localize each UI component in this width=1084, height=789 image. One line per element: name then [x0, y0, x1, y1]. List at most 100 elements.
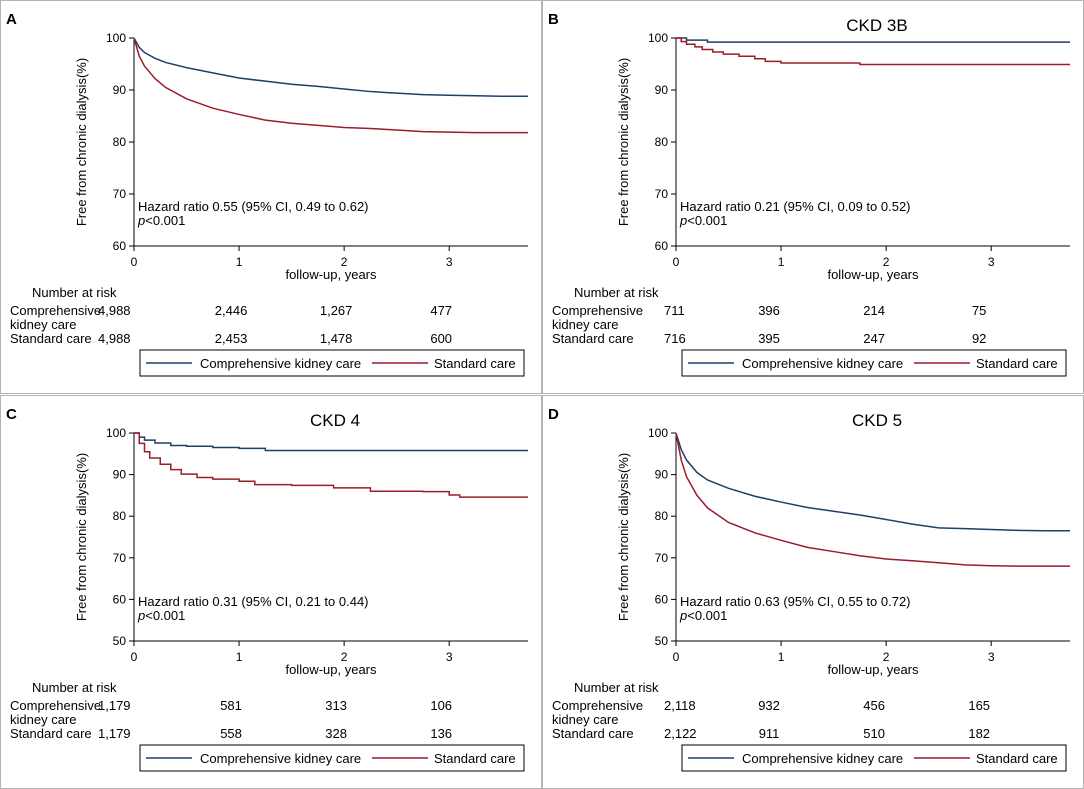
- risk-value-standard: 92: [972, 331, 986, 346]
- risk-value-comprehensive: 1,179: [98, 698, 131, 713]
- x-tick-label: 2: [341, 650, 348, 664]
- risk-value-comprehensive: 396: [758, 303, 780, 318]
- risk-value-standard: 558: [220, 726, 242, 741]
- y-tick-label: 90: [113, 83, 127, 97]
- risk-value-standard: 510: [863, 726, 885, 741]
- risk-value-standard: 328: [325, 726, 347, 741]
- x-tick-label: 1: [778, 255, 785, 269]
- risk-value-comprehensive: 581: [220, 698, 242, 713]
- y-tick-label: 90: [655, 468, 669, 482]
- comprehensive-kidney-care-line: [134, 432, 528, 452]
- legend-label-standard: Standard care: [434, 356, 516, 371]
- risk-value-standard: 247: [863, 331, 885, 346]
- comprehensive-kidney-care-line: [675, 432, 1070, 532]
- x-tick-label: 0: [131, 650, 138, 664]
- y-tick-label: 90: [113, 468, 127, 482]
- legend-label-standard: Standard care: [976, 751, 1058, 766]
- x-tick-label: 3: [988, 650, 995, 664]
- y-tick-label: 80: [655, 509, 669, 523]
- legend-box: [681, 349, 1067, 377]
- risk-value-standard: 4,988: [98, 331, 131, 346]
- risk-row-label-standard: Standard care: [10, 726, 92, 741]
- legend-label-comprehensive: Comprehensive kidney care: [200, 751, 361, 766]
- risk-row-label-comprehensive: Comprehensive: [10, 303, 101, 318]
- standard-care-line: [675, 432, 1070, 567]
- risk-value-standard: 2,453: [215, 331, 248, 346]
- risk-value-comprehensive: 2,446: [215, 303, 248, 318]
- legend-box: [139, 349, 525, 377]
- risk-value-comprehensive: 711: [664, 303, 685, 318]
- y-tick-label: 70: [655, 187, 669, 201]
- risk-value-standard: 2,122: [664, 726, 697, 741]
- x-tick-label: 3: [446, 650, 453, 664]
- risk-value-comprehensive: 2,118: [664, 698, 696, 713]
- x-axis-label: follow-up, years: [827, 662, 919, 677]
- y-tick-label: 70: [113, 551, 127, 565]
- x-axis-label: follow-up, years: [827, 267, 919, 282]
- p-value-annotation: p<0.001: [137, 608, 185, 623]
- y-tick-label: 100: [106, 31, 126, 45]
- legend-label-standard: Standard care: [976, 356, 1058, 371]
- legend-label-comprehensive: Comprehensive kidney care: [742, 751, 903, 766]
- risk-row-label-standard: Standard care: [10, 331, 92, 346]
- x-tick-label: 0: [673, 255, 680, 269]
- risk-value-comprehensive: 313: [325, 698, 347, 713]
- y-tick-label: 70: [655, 551, 669, 565]
- legend-label-comprehensive: Comprehensive kidney care: [742, 356, 903, 371]
- panel-letter: D: [548, 406, 559, 423]
- risk-value-comprehensive: 75: [972, 303, 986, 318]
- panel-letter: A: [6, 11, 17, 28]
- risk-value-comprehensive: 456: [863, 698, 885, 713]
- y-axis-label: Free from chronic dialysis(%): [616, 453, 631, 621]
- p-value-annotation: p<0.001: [679, 213, 727, 228]
- x-tick-label: 1: [778, 650, 785, 664]
- y-tick-label: 60: [655, 239, 669, 253]
- panel-D: D CKD 5 50 60 70 80 90 100 0 1 2 3 follow-up, years F…: [542, 395, 1084, 789]
- risk-value-standard: 911: [759, 726, 780, 741]
- risk-value-comprehensive: 106: [430, 698, 452, 713]
- x-tick-label: 0: [131, 255, 138, 269]
- y-tick-label: 60: [113, 239, 127, 253]
- risk-value-comprehensive: 477: [430, 303, 452, 318]
- risk-header: Number at risk: [574, 680, 659, 695]
- risk-row-label-comprehensive: Comprehensive: [552, 303, 643, 318]
- x-tick-label: 1: [236, 650, 243, 664]
- x-axis-label: follow-up, years: [285, 267, 377, 282]
- risk-value-standard: 182: [968, 726, 990, 741]
- chart-title: CKD 4: [310, 411, 360, 430]
- risk-header: Number at risk: [32, 285, 117, 300]
- chart-title: CKD 5: [852, 411, 902, 430]
- risk-value-standard: 600: [430, 331, 452, 346]
- risk-row-label-comprehensive-2: kidney care: [552, 712, 618, 727]
- y-tick-label: 50: [113, 634, 127, 648]
- panel-A: A 60 70 80 90 100 0 1 2 3 follow-up, years Free fro…: [0, 0, 542, 394]
- y-tick-label: 100: [106, 426, 126, 440]
- comprehensive-kidney-care-line: [133, 37, 528, 97]
- x-axis-label: follow-up, years: [285, 662, 377, 677]
- risk-header: Number at risk: [574, 285, 659, 300]
- y-tick-label: 80: [655, 135, 669, 149]
- risk-row-label-comprehensive: Comprehensive: [552, 698, 643, 713]
- panel-C: C CKD 4 50 60 70 80 90 100 0 1 2 3 follow-up, years F…: [0, 395, 542, 789]
- y-tick-label: 100: [648, 31, 668, 45]
- y-tick-label: 80: [113, 135, 127, 149]
- standard-care-line: [133, 37, 528, 134]
- p-value-annotation: p<0.001: [679, 608, 727, 623]
- x-tick-label: 3: [988, 255, 995, 269]
- legend-label-comprehensive: Comprehensive kidney care: [200, 356, 361, 371]
- legend-label-standard: Standard care: [434, 751, 516, 766]
- y-tick-label: 70: [113, 187, 127, 201]
- y-axis-label: Free from chronic dialysis(%): [74, 453, 89, 621]
- x-tick-label: 0: [673, 650, 680, 664]
- risk-row-label-standard: Standard care: [552, 726, 634, 741]
- chart-title: CKD 3B: [846, 16, 907, 35]
- hazard-ratio-annotation: Hazard ratio 0.55 (95% CI, 0.49 to 0.62): [138, 199, 369, 214]
- panel-B: B CKD 3B 60 70 80 90 100 0 1 2 3 follow-up, years Fr…: [542, 0, 1084, 394]
- panel-letter: B: [548, 11, 559, 28]
- risk-value-standard: 716: [664, 331, 686, 346]
- risk-row-label-standard: Standard care: [552, 331, 634, 346]
- hazard-ratio-annotation: Hazard ratio 0.31 (95% CI, 0.21 to 0.44): [138, 594, 369, 609]
- y-tick-label: 50: [655, 634, 669, 648]
- risk-value-comprehensive: 1,267: [320, 303, 353, 318]
